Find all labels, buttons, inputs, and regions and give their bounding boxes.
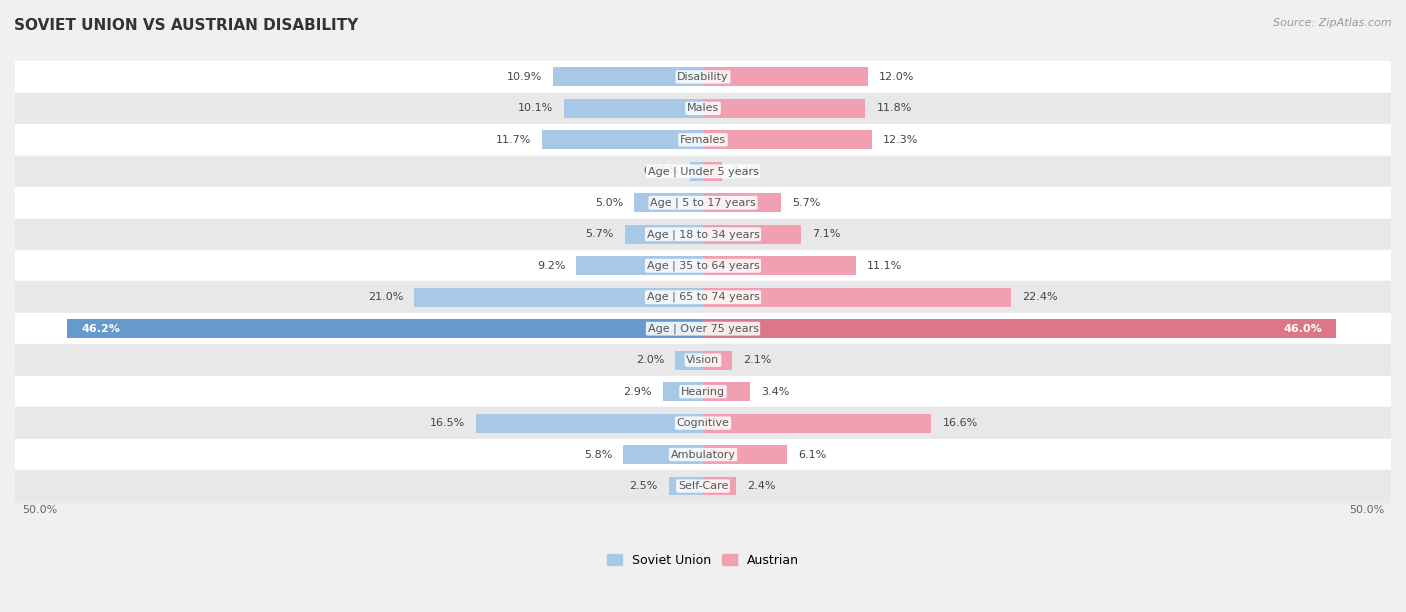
Bar [703,477,735,496]
Text: Age | 5 to 17 years: Age | 5 to 17 years [650,198,756,208]
Text: 21.0%: 21.0% [367,292,404,302]
Text: 16.5%: 16.5% [430,418,465,428]
Text: Vision: Vision [686,355,720,365]
Bar [15,187,1391,218]
Text: Age | Under 5 years: Age | Under 5 years [648,166,758,177]
Bar [15,408,1391,439]
Bar [624,225,703,244]
Bar [634,193,703,212]
Bar [15,61,1391,92]
Bar [15,155,1391,187]
Text: Age | Over 75 years: Age | Over 75 years [648,323,758,334]
Bar [15,470,1391,502]
Text: 12.3%: 12.3% [883,135,918,145]
Text: 6.1%: 6.1% [799,450,827,460]
Text: 0.95%: 0.95% [644,166,679,176]
Text: 2.9%: 2.9% [624,387,652,397]
Bar [703,351,733,370]
Text: 46.0%: 46.0% [1284,324,1322,334]
Text: SOVIET UNION VS AUSTRIAN DISABILITY: SOVIET UNION VS AUSTRIAN DISABILITY [14,18,359,34]
Bar [15,250,1391,282]
Bar [541,130,703,149]
Bar [703,382,749,401]
Bar [15,439,1391,470]
Bar [703,288,1011,307]
Bar [576,256,703,275]
Bar [669,477,703,496]
Bar [703,319,1336,338]
Text: 2.4%: 2.4% [747,481,776,491]
Legend: Soviet Union, Austrian: Soviet Union, Austrian [602,549,804,572]
Text: 9.2%: 9.2% [537,261,565,271]
Text: 46.2%: 46.2% [82,324,120,334]
Bar [675,351,703,370]
Text: Age | 18 to 34 years: Age | 18 to 34 years [647,229,759,239]
Bar [15,282,1391,313]
Bar [67,319,703,338]
Bar [703,162,723,181]
Text: Source: ZipAtlas.com: Source: ZipAtlas.com [1274,18,1392,28]
Bar [703,67,868,86]
Text: 10.1%: 10.1% [517,103,553,113]
Bar [623,445,703,464]
Text: Hearing: Hearing [681,387,725,397]
Text: 11.1%: 11.1% [866,261,903,271]
Text: Age | 65 to 74 years: Age | 65 to 74 years [647,292,759,302]
Bar [703,445,787,464]
Text: 5.0%: 5.0% [595,198,623,208]
Text: Cognitive: Cognitive [676,418,730,428]
Text: Age | 35 to 64 years: Age | 35 to 64 years [647,261,759,271]
Bar [703,225,800,244]
Bar [703,256,856,275]
Text: 2.0%: 2.0% [636,355,665,365]
Text: 10.9%: 10.9% [506,72,541,82]
Text: 7.1%: 7.1% [811,230,839,239]
Bar [553,67,703,86]
Text: Males: Males [688,103,718,113]
Text: 22.4%: 22.4% [1022,292,1057,302]
Bar [703,193,782,212]
Bar [15,124,1391,155]
Text: 2.1%: 2.1% [742,355,772,365]
Text: 1.4%: 1.4% [734,166,762,176]
Bar [15,313,1391,345]
Bar [703,414,931,433]
Bar [413,288,703,307]
Text: 2.5%: 2.5% [630,481,658,491]
Bar [15,218,1391,250]
Bar [15,345,1391,376]
Text: Ambulatory: Ambulatory [671,450,735,460]
Text: 11.7%: 11.7% [496,135,531,145]
Bar [664,382,703,401]
Text: 50.0%: 50.0% [22,505,58,515]
Bar [703,130,872,149]
Bar [564,99,703,118]
Text: 5.8%: 5.8% [583,450,612,460]
Text: 11.8%: 11.8% [876,103,911,113]
Text: 12.0%: 12.0% [879,72,914,82]
Bar [15,92,1391,124]
Bar [477,414,703,433]
Text: 16.6%: 16.6% [942,418,977,428]
Bar [703,99,865,118]
Bar [15,376,1391,408]
Text: 50.0%: 50.0% [1348,505,1384,515]
Text: 3.4%: 3.4% [761,387,789,397]
Text: Females: Females [681,135,725,145]
Text: 5.7%: 5.7% [585,230,613,239]
Text: 5.7%: 5.7% [793,198,821,208]
Text: Self-Care: Self-Care [678,481,728,491]
Bar [690,162,703,181]
Text: Disability: Disability [678,72,728,82]
